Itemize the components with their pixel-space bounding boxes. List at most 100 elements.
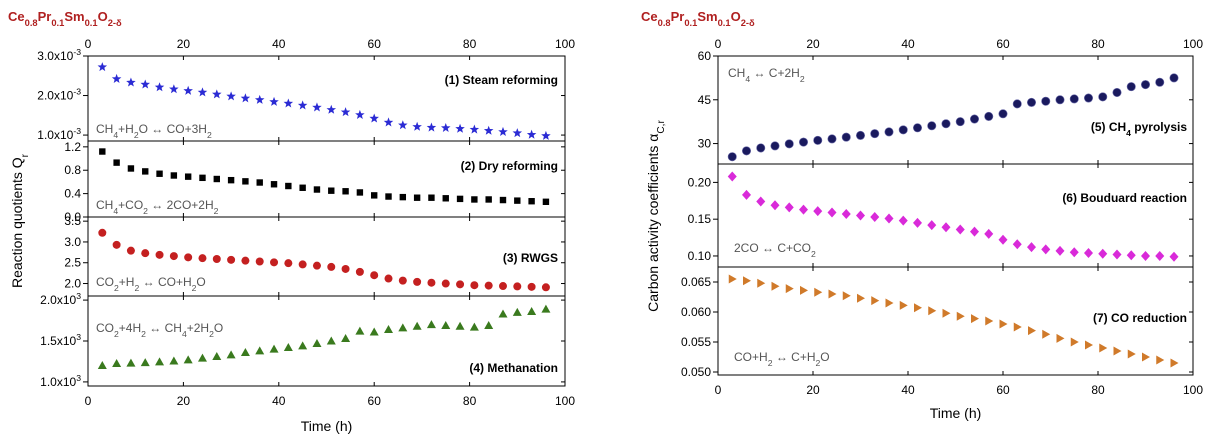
panel-p6: 0.10 0.15 0.20 (6) Bouduard reaction 2CO ↔ C… [688, 163, 1194, 268]
star-marker [355, 109, 365, 119]
y-tick-label-part: 60 [698, 49, 712, 63]
sphere-marker [1055, 95, 1065, 105]
x-tick-label-top: 0 [715, 37, 722, 51]
y-tick-label-part: 0.060 [681, 305, 711, 319]
square-marker [328, 187, 335, 194]
y-tick-label-part: 0.065 [681, 275, 711, 289]
circle-marker [456, 280, 465, 289]
triangle-marker [341, 334, 351, 343]
reaction-equation: CO2+H2 ↔ CO+H2O [96, 275, 206, 293]
right-triangle-marker [1013, 322, 1022, 332]
y-tick-label: 2.0 [64, 277, 81, 291]
star-marker [97, 62, 108, 72]
reaction-equation-part: 2 [209, 329, 214, 339]
star-marker [426, 122, 437, 132]
x-tick-label: 40 [901, 383, 915, 397]
right-triangle-marker [985, 316, 994, 326]
sphere-marker [912, 123, 922, 133]
material-title-part: 0.1 [718, 18, 731, 28]
right-triangle-marker [1170, 358, 1179, 368]
sphere-marker [841, 132, 851, 142]
star-marker [226, 91, 236, 101]
triangle-marker [384, 325, 394, 334]
square-marker [413, 194, 421, 201]
x-tick-label-top: 100 [555, 37, 575, 51]
x-tick-label: 0 [85, 394, 92, 408]
diamond-marker [1012, 239, 1022, 250]
right-triangle-marker [743, 276, 751, 286]
right-triangle-marker [828, 289, 837, 299]
y-tick-label-part: 0.8 [64, 163, 81, 177]
y-tick-label-part: 0.10 [688, 249, 712, 263]
reaction-equation-part: +2H [187, 321, 209, 335]
material-title-part: Sm [64, 9, 84, 24]
sphere-marker [1027, 97, 1037, 107]
reaction-equation-part: 2 [768, 358, 773, 368]
circle-marker [513, 282, 522, 291]
panel-title-part: 4 [1126, 128, 1131, 138]
y-tick-label-part: -3 [73, 87, 81, 97]
circle-marker [527, 282, 536, 291]
reaction-equation-part: ↔ 2CO+2H [148, 198, 214, 212]
x-axis-label: Time (h) [301, 418, 353, 434]
panel-p1: 1.0x10-32.0x10-33.0x10-3(1) Steam reform… [37, 47, 566, 142]
y-tick-label-part: 0.050 [681, 365, 711, 379]
material-title: Ce0.8Pr0.1Sm0.1O2-δ [641, 9, 755, 28]
x-tick-label: 40 [272, 394, 286, 408]
right-triangle-marker [885, 298, 894, 308]
panel-title-part: (1) Steam reforming [445, 73, 558, 87]
y-axis-label-part: Carbon activity coefficients α [645, 134, 661, 312]
square-marker [342, 188, 349, 195]
reaction-equation-part: CH [728, 66, 745, 80]
diamond-marker [756, 196, 766, 207]
diamond-marker [742, 189, 751, 200]
y-tick-label-part: 0.20 [688, 175, 712, 189]
y-tick-label-part: 3.0 [64, 235, 81, 249]
y-tick-label: 0.10 [688, 249, 712, 263]
right-triangle-marker [1042, 329, 1051, 339]
x-tick-label: 0 [715, 383, 722, 397]
x-tick-label-top: 40 [901, 37, 915, 51]
y-tick-label-part: 1.5x10 [40, 334, 76, 348]
star-marker [541, 130, 551, 140]
panel-title: (3) RWGS [503, 251, 558, 265]
square-marker [170, 172, 178, 179]
triangle-marker [112, 359, 122, 367]
star-marker [240, 93, 251, 103]
circle-marker [112, 240, 121, 249]
diamond-marker [970, 226, 979, 237]
star-marker [183, 85, 193, 95]
triangle-marker [541, 304, 551, 313]
diamond-marker [1141, 250, 1150, 261]
reaction-equation-part: +CO [118, 198, 143, 212]
circle-marker [227, 255, 236, 264]
material-title-part: 2-δ [108, 18, 122, 28]
diamond-marker [813, 206, 823, 217]
reaction-equation-part: O [820, 350, 829, 364]
y-tick-label-part: 2.0 [64, 277, 81, 291]
diamond-marker [1027, 242, 1036, 253]
y-tick-label-part: 3 [76, 373, 81, 383]
y-tick-label: 30 [698, 137, 712, 151]
star-marker [369, 113, 379, 123]
square-marker [142, 168, 149, 175]
sphere-marker [770, 141, 780, 151]
right-triangle-marker [1085, 340, 1093, 350]
square-marker [299, 184, 306, 191]
square-marker [99, 148, 106, 155]
y-tick-label: 2.5 [64, 256, 81, 270]
reaction-equation-part: 4 [113, 130, 118, 140]
square-marker [428, 194, 435, 201]
sphere-marker [941, 119, 951, 129]
y-tick-label-part: 0.055 [681, 335, 711, 349]
star-marker [326, 104, 337, 114]
square-marker [528, 198, 535, 205]
diamond-marker [827, 207, 837, 218]
circle-marker [341, 264, 350, 273]
star-marker [197, 87, 208, 97]
diamond-marker [913, 217, 922, 228]
reaction-equation-part: ↔ C+H [772, 350, 815, 364]
star-marker [254, 94, 265, 104]
